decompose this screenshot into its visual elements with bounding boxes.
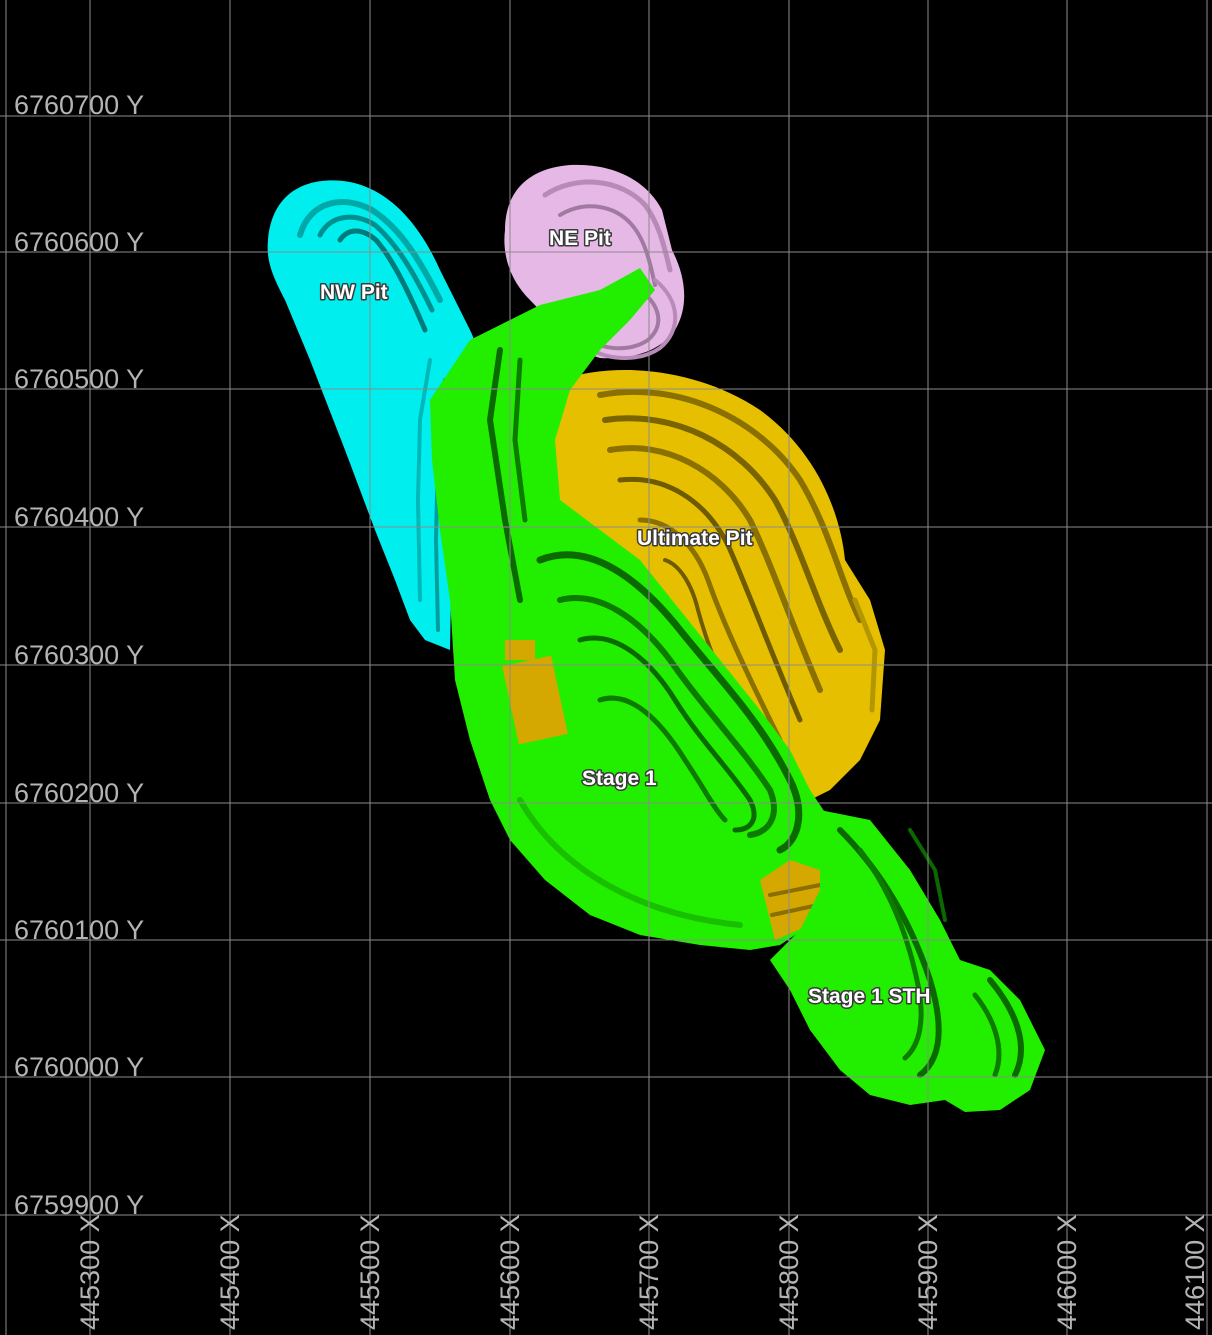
x-label: 446000 X xyxy=(1052,1214,1082,1330)
y-axis-labels: 6760700 Y 6760600 Y 6760500 Y 6760400 Y … xyxy=(14,90,144,1220)
ne-pit-label: NE Pit xyxy=(549,227,611,250)
y-label: 6760700 Y xyxy=(14,90,144,120)
y-label: 6760100 Y xyxy=(14,915,144,945)
y-label: 6760400 Y xyxy=(14,502,144,532)
y-label: 6760200 Y xyxy=(14,778,144,808)
y-label: 6759900 Y xyxy=(14,1190,144,1220)
y-label: 6760300 Y xyxy=(14,640,144,670)
x-label: 445500 X xyxy=(355,1214,385,1330)
stage1-label: Stage 1 xyxy=(582,767,657,790)
y-label: 6760600 Y xyxy=(14,227,144,257)
nw-pit-label: NW Pit xyxy=(320,281,388,304)
x-label: 445600 X xyxy=(495,1214,525,1330)
y-label: 6760000 Y xyxy=(14,1052,144,1082)
pit-labels: NW Pit NE Pit Ultimate Pit Stage 1 Stage… xyxy=(319,226,933,1010)
x-axis-labels: 445300 X 445400 X 445500 X 445600 X 4457… xyxy=(75,1214,1210,1330)
x-label: 445700 X xyxy=(634,1214,664,1330)
stage1-pit-shape xyxy=(430,268,840,950)
x-label: 445300 X xyxy=(75,1214,105,1330)
x-label: 446100 X xyxy=(1180,1214,1210,1330)
stage1-sth-label: Stage 1 STH xyxy=(808,985,931,1008)
ultimate-pit-label: Ultimate Pit xyxy=(637,527,753,550)
x-label: 445800 X xyxy=(774,1214,804,1330)
x-label: 445900 X xyxy=(913,1214,943,1330)
y-label: 6760500 Y xyxy=(14,364,144,394)
x-label: 445400 X xyxy=(215,1214,245,1330)
